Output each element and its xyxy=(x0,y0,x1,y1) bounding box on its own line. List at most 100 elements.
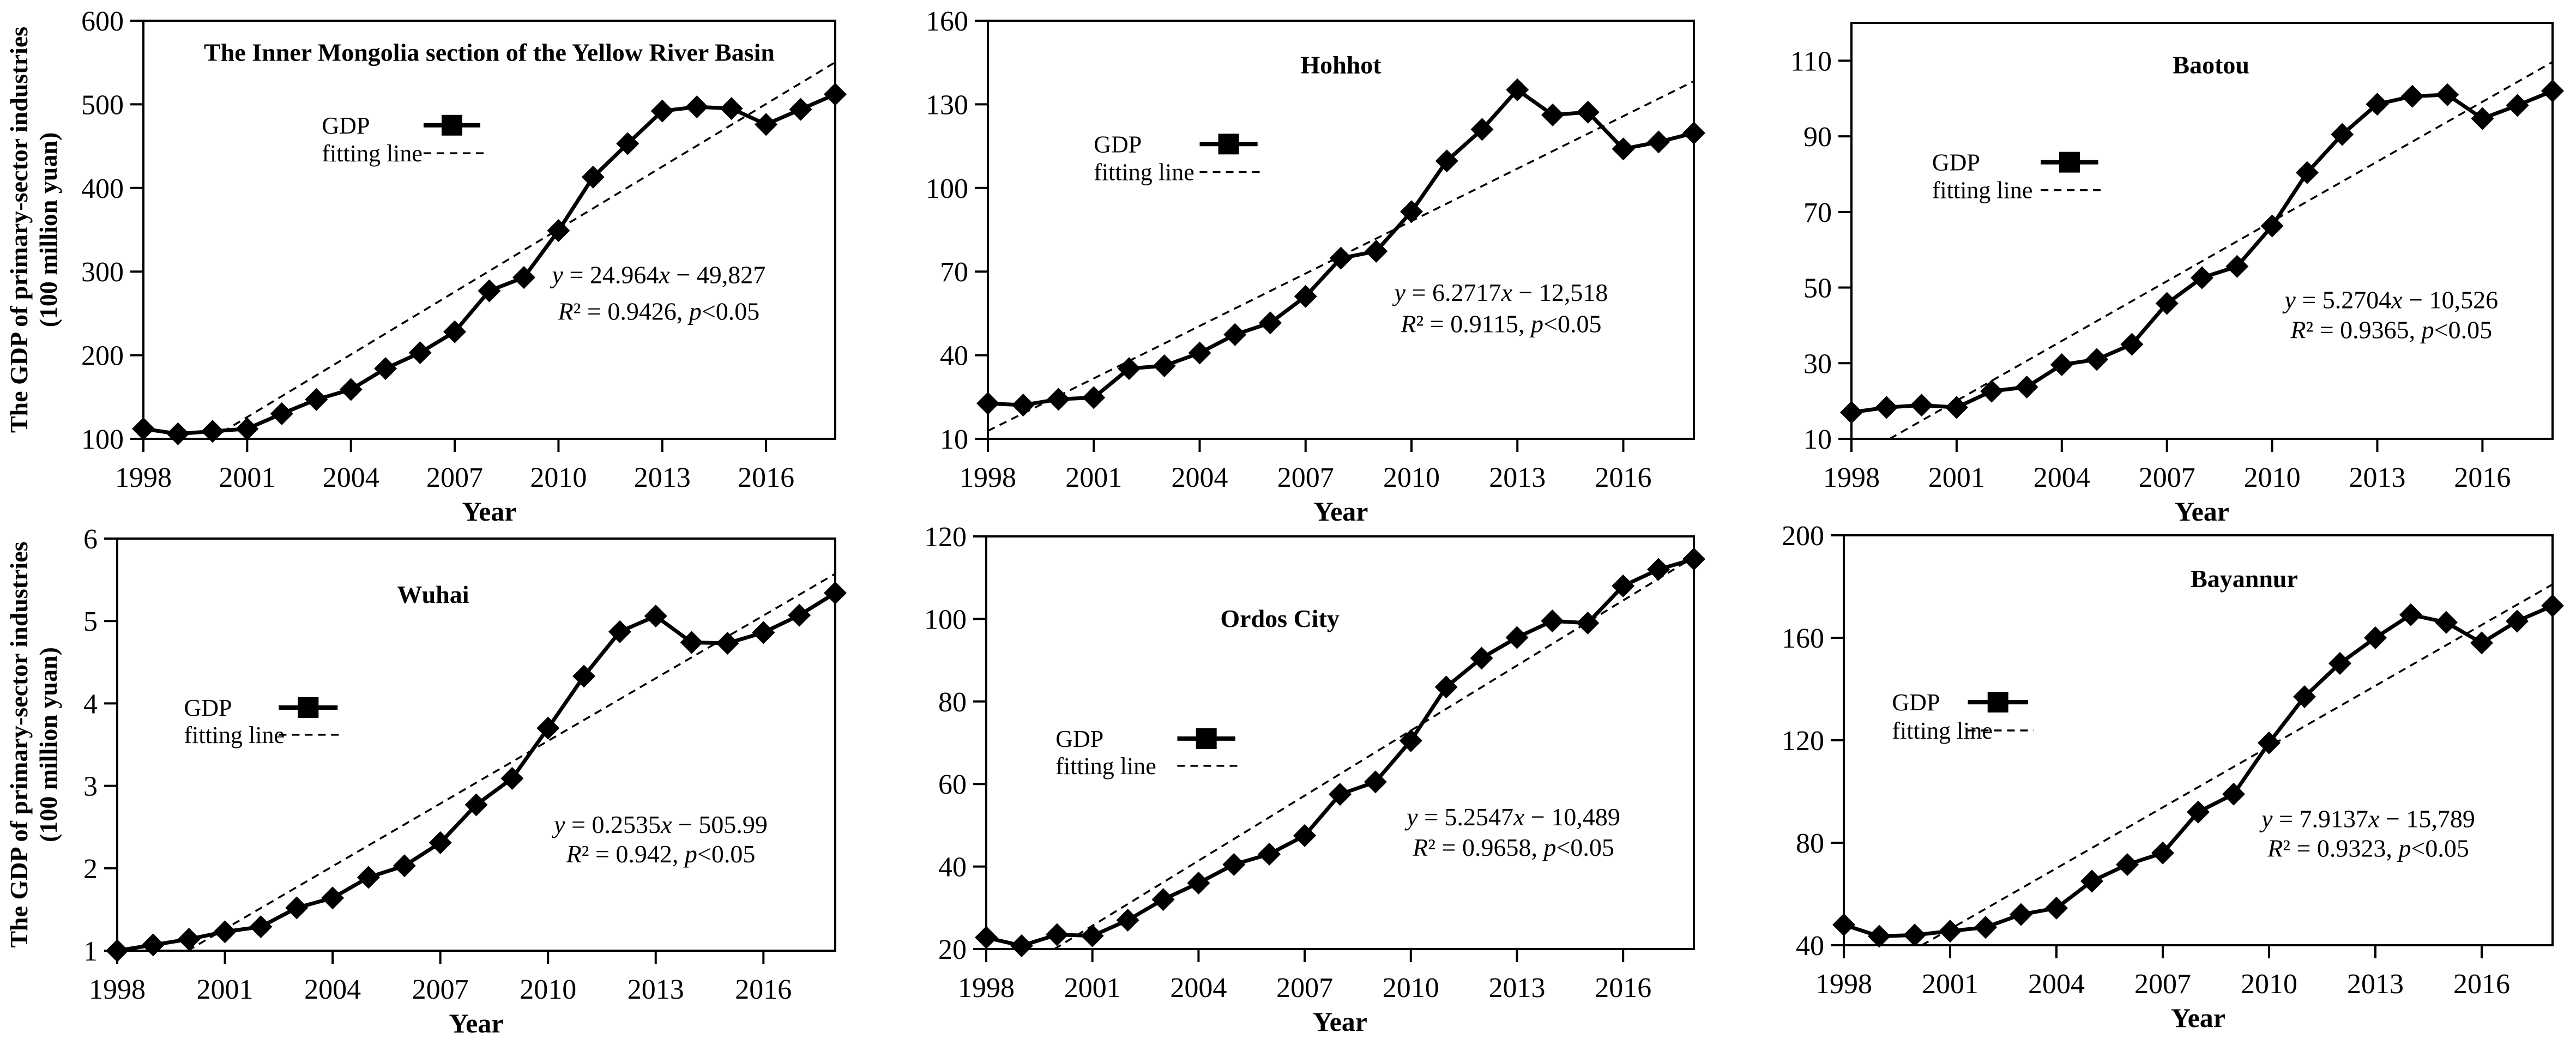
y-tick-label: 6 xyxy=(83,524,98,555)
data-point xyxy=(1647,130,1670,154)
data-point xyxy=(2471,107,2494,130)
data-point xyxy=(1974,916,1997,939)
y-tick-label: 80 xyxy=(938,687,967,718)
y-tick-label: 400 xyxy=(81,173,124,204)
data-point xyxy=(1910,394,1933,417)
fitting-line xyxy=(1053,556,1694,950)
y-tick-label: 1 xyxy=(83,936,98,967)
data-point xyxy=(975,926,998,949)
data-point xyxy=(1293,824,1317,847)
data-point xyxy=(976,392,999,415)
gdp-line xyxy=(1843,604,2554,939)
data-point xyxy=(1399,729,1422,752)
plot-frame xyxy=(985,535,1695,950)
data-point xyxy=(408,341,432,364)
data-point xyxy=(2541,79,2564,102)
x-tick-label: 2004 xyxy=(1170,972,1227,1004)
chart-wuhai: 1 2 3 4 5 6 1998 2001 2004 2007 2010 2013 2016 Year Th… xyxy=(5,524,847,1038)
data-point xyxy=(1506,78,1529,101)
data-point xyxy=(1187,871,1210,895)
x-tick-label: 2013 xyxy=(2349,462,2406,493)
panel-bayannur: 40 80 120 160 200 1998 2001 2004 2007 2010 2013 201… xyxy=(1717,522,2576,1045)
y-axis-title-line2: (100 million yuan) xyxy=(34,647,62,842)
data-point xyxy=(2155,292,2179,315)
x-tick-label: 2001 xyxy=(219,462,275,493)
data-point xyxy=(1470,118,1494,141)
data-point xyxy=(2364,626,2387,649)
x-tick-label: 1998 xyxy=(115,462,172,493)
y-tick-label: 3 xyxy=(83,771,98,802)
legend-label-gdp: GDP xyxy=(1055,726,1103,752)
regression-equation: y = 7.9137x − 15,789 xyxy=(2259,805,2475,832)
regression-r2: R² = 0.9115, p<0.05 xyxy=(1400,310,1601,337)
data-point xyxy=(1470,647,1493,670)
data-point xyxy=(1939,920,1962,943)
panel-title: Ordos City xyxy=(1220,605,1340,632)
x-tick-label: 2010 xyxy=(2244,462,2301,493)
data-point xyxy=(1151,888,1175,911)
regression-r2: R² = 0.9426, p<0.05 xyxy=(558,297,760,325)
data-point xyxy=(1259,311,1282,335)
x-tick-label: 2001 xyxy=(1064,972,1121,1004)
y-tick-label: 4 xyxy=(83,688,98,720)
y-tick-label: 110 xyxy=(1790,46,1832,77)
data-point xyxy=(1647,558,1670,581)
y-tick-label: 100 xyxy=(924,604,967,635)
x-tick-label: 2004 xyxy=(323,462,379,493)
data-point xyxy=(512,265,535,289)
data-point xyxy=(752,621,775,644)
data-point xyxy=(650,99,674,123)
x-tick-label: 1998 xyxy=(1815,969,1872,1000)
panel-title: Hohhot xyxy=(1300,51,1381,79)
data-point xyxy=(464,793,488,817)
x-axis-title: Year xyxy=(449,1008,504,1038)
fitting-line xyxy=(1921,583,2553,946)
x-axis-title: Year xyxy=(462,496,517,522)
data-point xyxy=(201,420,224,443)
data-point xyxy=(1903,923,1926,947)
y-tick-label: 70 xyxy=(1803,197,1832,228)
data-point xyxy=(1082,386,1106,409)
y-tick-label: 300 xyxy=(81,257,124,288)
y-tick-label: 90 xyxy=(1803,122,1832,153)
x-tick-label: 2016 xyxy=(2454,462,2511,493)
data-point xyxy=(1223,323,1247,346)
data-point xyxy=(1612,137,1635,161)
data-point xyxy=(2260,214,2284,238)
gdp-line xyxy=(1851,89,2554,414)
data-point xyxy=(2400,84,2424,108)
y-axis-title-line1: The GDP of primary-sector industries xyxy=(5,27,33,433)
x-tick-label: 1998 xyxy=(89,974,146,1005)
x-tick-label: 2001 xyxy=(1922,969,1978,1000)
data-point xyxy=(177,927,201,951)
panel-title: Baotou xyxy=(2173,51,2249,78)
data-point xyxy=(249,915,273,939)
data-point xyxy=(644,605,667,628)
data-point xyxy=(572,665,596,688)
y-tick-label: 2 xyxy=(83,854,98,885)
y-tick-label: 120 xyxy=(1782,726,1824,757)
legend-label-gdp: GDP xyxy=(322,112,370,139)
data-point xyxy=(1868,925,1891,948)
data-point xyxy=(1541,103,1564,126)
regression-r2: R² = 0.9658, p<0.05 xyxy=(1412,833,1614,861)
data-point xyxy=(755,113,778,136)
data-point xyxy=(357,866,380,889)
data-point xyxy=(1434,675,1458,699)
data-point xyxy=(1222,853,1246,876)
legend-label-fitting-line: fitting line xyxy=(184,722,285,748)
data-point xyxy=(1945,396,1968,419)
data-point xyxy=(1682,547,1705,571)
y-tick-label: 120 xyxy=(924,522,967,553)
y-tick-label: 200 xyxy=(1782,522,1824,552)
legend-gdp-marker-sample xyxy=(1218,134,1239,155)
legend-gdp-marker-sample xyxy=(1196,728,1217,749)
data-point xyxy=(2187,800,2210,824)
data-point xyxy=(1364,770,1387,794)
data-point xyxy=(305,388,328,411)
data-point xyxy=(1010,934,1033,957)
data-point xyxy=(2436,83,2459,106)
data-point xyxy=(1329,246,1353,270)
x-axis-title: Year xyxy=(2171,1002,2225,1033)
